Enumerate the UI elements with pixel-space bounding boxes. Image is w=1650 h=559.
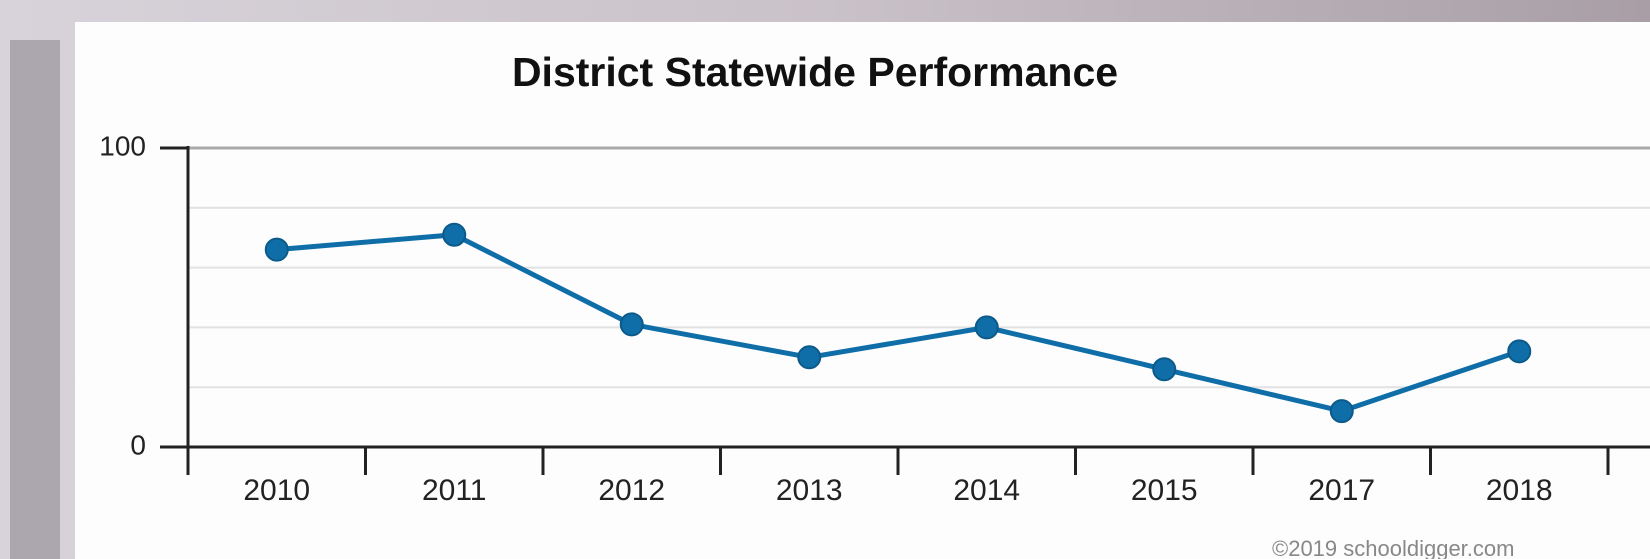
page: {"chart_data": {"type": "line", "title":… <box>0 0 1650 559</box>
y-tick-label: 0 <box>130 429 146 460</box>
x-tick-label: 2011 <box>422 474 487 507</box>
data-point <box>1153 358 1175 380</box>
x-tick-label: 2013 <box>776 474 843 507</box>
x-tick-label: 2014 <box>953 474 1020 507</box>
x-tick-label: 2012 <box>598 474 665 507</box>
chart-panel <box>75 22 1650 559</box>
data-point <box>976 316 998 338</box>
x-tick-label: 2010 <box>243 474 310 507</box>
x-tick-label: 2015 <box>1131 474 1198 507</box>
credit: ©2019 schooldigger.com <box>1272 536 1514 559</box>
chart: District Statewide Performance ©2019 sch… <box>0 0 1650 559</box>
y-tick-label: 100 <box>99 130 146 161</box>
x-tick-label: 2017 <box>1308 474 1375 507</box>
data-point <box>1331 400 1353 422</box>
data-point <box>266 239 288 261</box>
data-point <box>621 313 643 335</box>
background-building <box>10 40 60 559</box>
data-point <box>443 224 465 246</box>
data-point <box>1508 340 1530 362</box>
data-point <box>798 346 820 368</box>
x-tick-label: 2018 <box>1486 474 1553 507</box>
chart-title: District Statewide Performance <box>512 49 1118 95</box>
